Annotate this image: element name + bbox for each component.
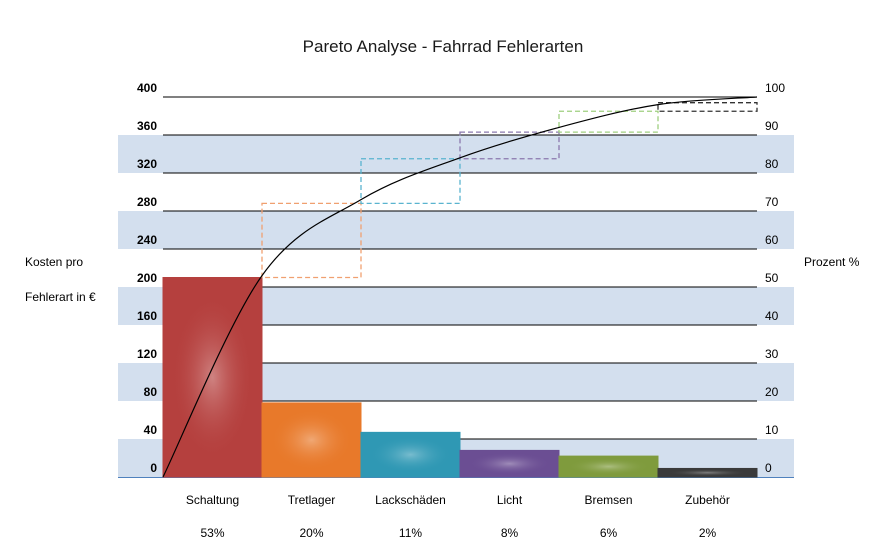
cumulative-box	[657, 102, 758, 112]
y-tick-label: 400	[137, 81, 157, 95]
category-label: Zubehör	[685, 493, 730, 507]
y-tick-label: 280	[137, 195, 157, 209]
y2-tick-label: 50	[765, 271, 779, 285]
y-tick-label: 320	[137, 157, 157, 171]
bar-gloss	[460, 450, 559, 477]
y-tick-label: 0	[150, 461, 157, 475]
bar-gloss	[361, 432, 460, 477]
y-tick-label: 80	[144, 385, 158, 399]
bar-gloss	[262, 402, 361, 477]
cumulative-box	[459, 131, 560, 160]
y-tick-label: 200	[137, 271, 157, 285]
chart-title: Pareto Analyse - Fahrrad Fehlerarten	[303, 37, 584, 56]
y2-tick-label: 40	[765, 309, 779, 323]
y2-tick-label: 0	[765, 461, 772, 475]
y-tick-label: 120	[137, 347, 157, 361]
y2-tick-label: 100	[765, 81, 785, 95]
share-label: 8%	[501, 526, 519, 540]
bar-gloss	[559, 456, 658, 477]
y2-tick-label: 30	[765, 347, 779, 361]
share-label: 53%	[200, 526, 224, 540]
y2-axis-label: Prozent %	[804, 255, 860, 269]
category-label: Licht	[497, 493, 523, 507]
share-label: 11%	[399, 526, 422, 540]
y2-tick-label: 80	[765, 157, 779, 171]
bar-gloss	[658, 468, 757, 477]
y2-tick-label: 60	[765, 233, 779, 247]
share-label: 6%	[600, 526, 618, 540]
category-label: Bremsen	[584, 493, 632, 507]
category-label: Tretlager	[288, 493, 336, 507]
y2-tick-label: 10	[765, 423, 779, 437]
share-label: 2%	[699, 526, 717, 540]
y-tick-label: 240	[137, 233, 157, 247]
grid-band	[118, 135, 794, 173]
y2-tick-label: 20	[765, 385, 779, 399]
y-tick-label: 160	[137, 309, 157, 323]
cumulative-box	[261, 202, 362, 279]
grid-band	[118, 211, 794, 249]
y2-tick-label: 90	[765, 119, 779, 133]
y-tick-label: 360	[137, 119, 157, 133]
cumulative-curve	[162, 96, 758, 478]
y-axis-label-line2: Fehlerart in €	[25, 290, 96, 304]
y-axis-label-line1: Kosten pro	[25, 255, 83, 269]
y2-tick-label: 70	[765, 195, 779, 209]
cumulative-box	[360, 158, 461, 205]
share-label: 20%	[299, 526, 323, 540]
category-label: Schaltung	[186, 493, 239, 507]
y-tick-label: 40	[144, 423, 158, 437]
cumulative-box	[558, 110, 659, 133]
category-label: Lackschäden	[375, 493, 446, 507]
bar-gloss	[163, 277, 262, 477]
